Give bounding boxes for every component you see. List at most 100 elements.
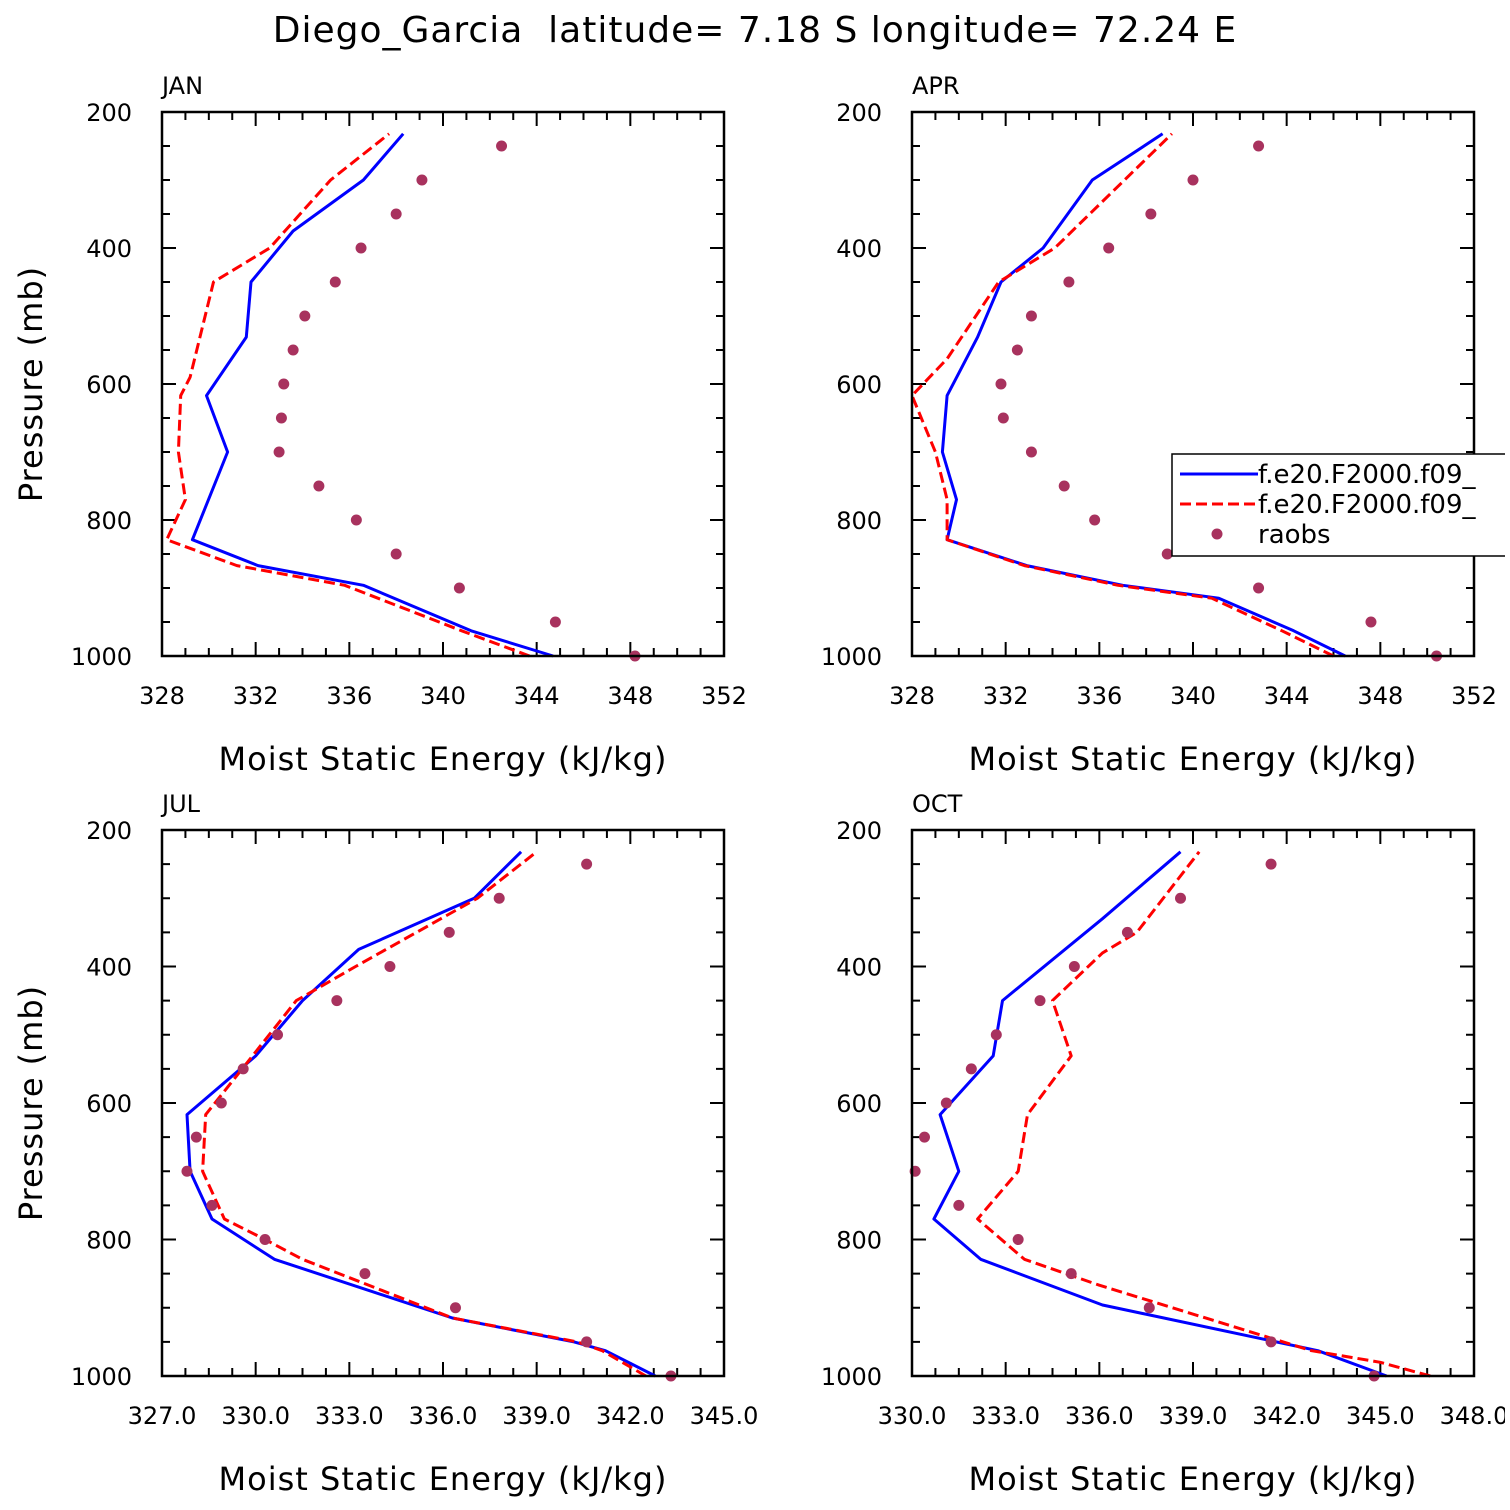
- raobs-point: [493, 892, 505, 904]
- x-tick-label: 352: [701, 682, 747, 710]
- y-axis-label: Pressure (mb): [12, 266, 50, 502]
- x-tick-label: 339.0: [1159, 1402, 1228, 1430]
- plot-frame: [910, 110, 1476, 658]
- raobs-point: [1121, 926, 1133, 938]
- raobs-point: [1025, 446, 1037, 458]
- x-tick-label: 340: [420, 682, 466, 710]
- x-tick-label: 336.0: [1065, 1402, 1134, 1430]
- y-tick-label: 1000: [71, 1363, 132, 1391]
- raobs-point: [1089, 514, 1101, 526]
- raobs-point: [287, 344, 299, 356]
- raobs-point: [278, 378, 290, 390]
- plot-frame: [160, 828, 726, 1378]
- series-line-model2: [976, 850, 1431, 1378]
- y-axis-label: Pressure (mb): [12, 985, 50, 1221]
- raobs-point: [329, 276, 341, 288]
- raobs-point: [355, 242, 367, 254]
- raobs-point: [1012, 1234, 1024, 1245]
- raobs-point: [390, 208, 402, 220]
- y-tick-label: 800: [836, 507, 882, 535]
- y-tick-label: 1000: [821, 1363, 882, 1391]
- plot-frame: [160, 110, 726, 658]
- raobs-point: [449, 1302, 461, 1314]
- x-tick-label: 344: [1264, 682, 1310, 710]
- panel-oct: 330.0 333.0 336.0 339.0 342.0 345.0 348.0 200 40…: [821, 790, 1509, 1498]
- x-tick-label: 336: [326, 682, 372, 710]
- raobs-point: [215, 1097, 227, 1109]
- x-tick-label: 336: [1076, 682, 1122, 710]
- raobs-point: [1063, 276, 1075, 288]
- x-axis-label: Moist Static Energy (kJ/kg): [219, 1460, 668, 1498]
- raobs-point: [350, 514, 362, 526]
- legend-label: f.e20.F2000.f09_: [1258, 460, 1476, 490]
- x-axis-label: Moist Static Energy (kJ/kg): [219, 740, 668, 778]
- y-tick-label: 600: [836, 1090, 882, 1118]
- raobs-point: [331, 995, 343, 1007]
- raobs-point: [384, 961, 396, 972]
- x-tick-label: 345.0: [690, 1402, 759, 1430]
- panel-jan: 328 332 336 340 344 348 352 200 400 600 800 1000 Moi…: [12, 72, 747, 778]
- x-tick-label: 348: [607, 682, 653, 710]
- y-tick-label: 600: [86, 371, 132, 399]
- raobs-point: [953, 1199, 965, 1211]
- y-tick-label: 400: [836, 954, 882, 982]
- x-tick-label: 342.0: [596, 1402, 665, 1430]
- raobs-point: [272, 1029, 284, 1041]
- series-line-model1: [940, 132, 1346, 658]
- raobs-point: [443, 926, 455, 938]
- raobs-point: [1265, 858, 1277, 870]
- raobs-point: [1265, 1336, 1277, 1348]
- series-line-model2: [165, 132, 531, 658]
- x-tick-label: 328: [889, 682, 935, 710]
- raobs-point: [549, 616, 561, 628]
- raobs-point: [1253, 582, 1265, 594]
- raobs-point: [299, 310, 311, 322]
- legend-label: raobs: [1258, 520, 1331, 550]
- page-title: Diego_Garcia latitude= 7.18 S longitude=…: [272, 10, 1238, 51]
- y-tick-label: 400: [836, 235, 882, 263]
- raobs-point: [496, 140, 508, 152]
- x-tick-label: 345.0: [1346, 1402, 1415, 1430]
- series-line-model1: [932, 850, 1388, 1378]
- raobs-point: [995, 378, 1007, 390]
- raobs-point: [416, 174, 428, 186]
- raobs-point: [1143, 1302, 1155, 1314]
- raobs-point: [581, 858, 593, 870]
- raobs-point: [1034, 995, 1046, 1007]
- x-tick-label: 348.0: [1440, 1402, 1509, 1430]
- panel-label: OCT: [912, 790, 963, 818]
- x-tick-label: 330.0: [878, 1402, 947, 1430]
- x-tick-label: 333.0: [971, 1402, 1040, 1430]
- y-tick-label: 400: [86, 954, 132, 982]
- raobs-point: [313, 480, 325, 492]
- raobs-point: [190, 1131, 202, 1143]
- raobs-point: [918, 1131, 930, 1143]
- x-tick-label: 327.0: [128, 1402, 197, 1430]
- plot-frame: [910, 828, 1476, 1378]
- series-line-model2: [201, 850, 647, 1378]
- y-tick-label: 1000: [821, 643, 882, 671]
- raobs-point: [581, 1336, 593, 1348]
- raobs-point: [390, 548, 402, 560]
- raobs-point: [1065, 1268, 1077, 1280]
- y-tick-label: 200: [86, 99, 132, 127]
- y-tick-label: 800: [86, 1227, 132, 1255]
- legend-swatch-raobs: [1211, 528, 1223, 540]
- raobs-point: [965, 1063, 977, 1075]
- raobs-point: [237, 1063, 249, 1075]
- x-tick-label: 328: [139, 682, 185, 710]
- panel-jul: 327.0 330.0 333.0 336.0 339.0 342.0 345.0 200 40…: [12, 790, 758, 1498]
- x-tick-label: 348: [1357, 682, 1403, 710]
- panel-label: JUL: [160, 790, 201, 818]
- raobs-point: [275, 412, 287, 424]
- y-tick-label: 200: [836, 99, 882, 127]
- raobs-point: [1068, 961, 1080, 972]
- raobs-point: [1025, 310, 1037, 322]
- raobs-point: [990, 1029, 1002, 1041]
- x-tick-label: 340: [1170, 682, 1216, 710]
- y-tick-label: 600: [86, 1090, 132, 1118]
- x-tick-label: 332: [983, 682, 1029, 710]
- series-line-model1: [190, 132, 554, 658]
- y-tick-label: 1000: [71, 643, 132, 671]
- x-axis-label: Moist Static Energy (kJ/kg): [969, 740, 1418, 778]
